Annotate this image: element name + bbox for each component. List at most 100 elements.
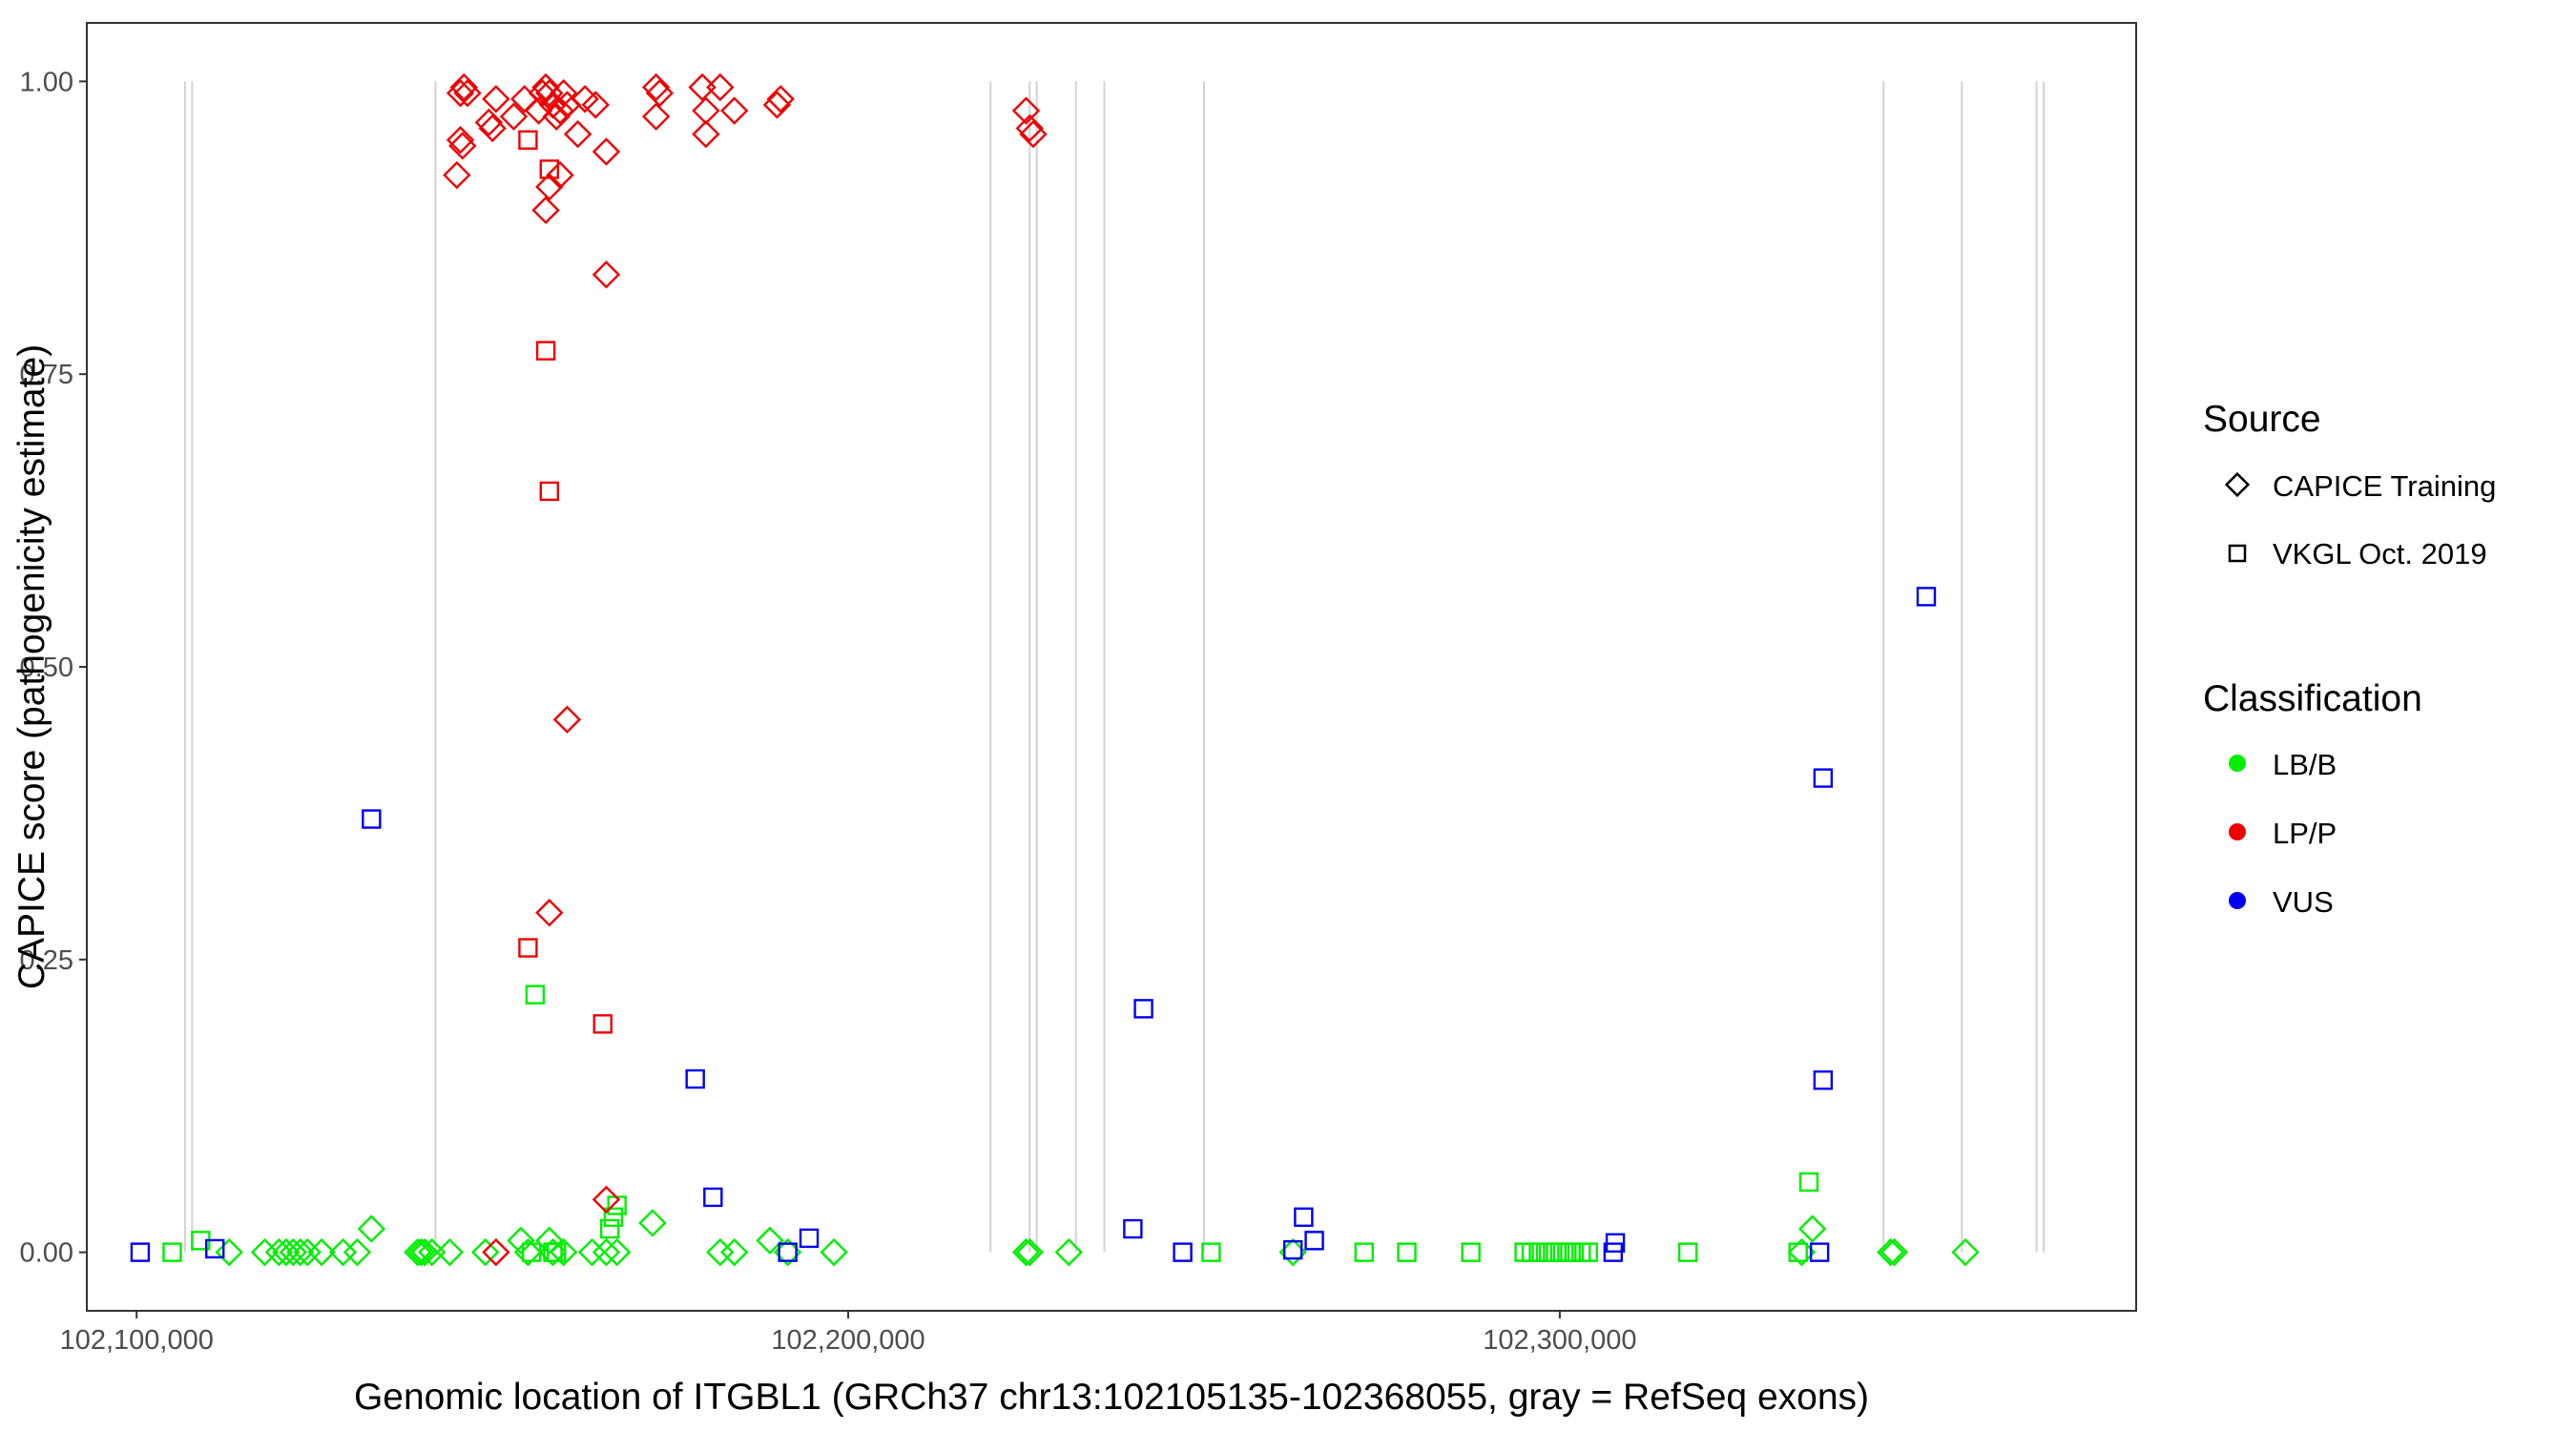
data-point-diamond xyxy=(766,85,795,114)
data-point-diamond xyxy=(550,78,578,108)
data-point-diamond xyxy=(577,1237,607,1267)
data-point-square xyxy=(1133,999,1153,1019)
legend-source-vkgl-label: VKGL Oct. 2019 xyxy=(2273,537,2487,570)
data-point-square xyxy=(778,1242,798,1262)
data-point-square xyxy=(1916,587,1937,607)
data-point-diamond xyxy=(446,126,475,155)
data-point-diamond xyxy=(706,73,735,102)
data-point-diamond xyxy=(592,1185,621,1214)
data-point-diamond xyxy=(756,1226,784,1255)
data-point-square xyxy=(1354,1242,1374,1262)
data-point-diamond xyxy=(692,96,720,125)
data-point-diamond xyxy=(820,1237,848,1267)
data-point-diamond xyxy=(250,1237,280,1267)
data-point-square xyxy=(362,809,382,829)
data-point-diamond xyxy=(552,705,582,734)
data-point-diamond xyxy=(286,1237,315,1267)
data-point-diamond xyxy=(1054,1237,1083,1267)
data-point-square xyxy=(539,159,559,179)
data-point-square xyxy=(592,1014,613,1034)
y-tick-label: 0.75 xyxy=(20,360,73,390)
data-point-square xyxy=(1282,1239,1303,1260)
data-point-diamond xyxy=(272,1237,301,1267)
legend-source-square-key xyxy=(2228,544,2247,563)
data-point-square xyxy=(547,1242,567,1262)
y-tick-label: 0.50 xyxy=(20,653,73,683)
data-point-diamond xyxy=(706,1237,735,1267)
data-point-diamond xyxy=(478,114,507,143)
x-tick-label: 102,200,000 xyxy=(771,1325,924,1356)
data-point-diamond xyxy=(546,160,574,190)
data-point-square xyxy=(599,1218,620,1239)
data-point-diamond xyxy=(482,1237,510,1267)
data-point-diamond xyxy=(1797,1214,1827,1243)
data-point-square xyxy=(603,1207,624,1228)
y-tick-label: 1.00 xyxy=(20,67,73,97)
data-point-diamond xyxy=(641,73,671,102)
data-point-square xyxy=(1294,1207,1314,1228)
axes: 0.00 0.25 0.50 0.75 1.00 102,100,000 102,200,0… xyxy=(20,67,1637,1356)
y-axis-title: CAPICE score (pathogenicity estimate) xyxy=(11,344,52,989)
data-point-diamond xyxy=(524,96,553,125)
y-tick-label: 0.00 xyxy=(20,1238,73,1269)
data-point-square xyxy=(1813,768,1834,788)
legend-class-lpp-key xyxy=(2229,823,2246,840)
data-point-square xyxy=(539,481,559,502)
data-point-diamond xyxy=(404,1237,432,1267)
data-point-diamond xyxy=(1019,119,1048,149)
data-point-diamond xyxy=(448,132,477,160)
data-point-diamond xyxy=(638,1209,667,1237)
exon-lines xyxy=(183,81,2046,1253)
data-point-square xyxy=(1798,1172,1819,1192)
data-point-square xyxy=(1813,1070,1834,1090)
x-tick-label: 102,100,000 xyxy=(60,1325,214,1356)
data-point-square xyxy=(1173,1242,1193,1262)
data-point-square xyxy=(521,1242,542,1262)
data-point-diamond xyxy=(449,73,478,102)
data-point-diamond xyxy=(688,73,717,102)
data-point-square xyxy=(1461,1242,1481,1262)
data-point-diamond xyxy=(470,1237,500,1267)
y-tick-label: 0.25 xyxy=(20,945,73,976)
data-point-square xyxy=(525,985,546,1005)
data-point-diamond xyxy=(592,260,621,289)
data-point-square xyxy=(162,1242,182,1262)
data-point-diamond xyxy=(645,78,675,108)
data-point-square xyxy=(518,938,538,958)
data-point-diamond xyxy=(592,1237,621,1267)
data-point-square xyxy=(535,341,556,361)
data-point-diamond xyxy=(264,1237,294,1267)
data-point-square xyxy=(130,1242,151,1262)
data-point-diamond xyxy=(443,160,471,190)
x-tick-label: 102,300,000 xyxy=(1483,1325,1636,1356)
data-point-diamond xyxy=(1011,96,1041,125)
data-point-diamond xyxy=(592,137,621,166)
legend-class-lpp-label: LP/P xyxy=(2273,817,2337,850)
data-point-diamond xyxy=(1880,1237,1909,1267)
data-point-diamond xyxy=(357,1214,386,1243)
data-points xyxy=(130,73,1980,1267)
data-point-diamond xyxy=(328,1237,358,1267)
data-point-square xyxy=(518,130,538,150)
legend-class-lbb-label: LB/B xyxy=(2273,748,2337,781)
data-point-diamond xyxy=(418,1237,447,1267)
legend-source-diamond-key xyxy=(2224,471,2251,498)
data-point-diamond xyxy=(1951,1237,1980,1267)
data-point-diamond xyxy=(550,1237,578,1267)
data-point-diamond xyxy=(531,196,560,225)
x-axis-title: Genomic location of ITGBL1 (GRCh37 chr13… xyxy=(354,1377,1869,1418)
data-point-diamond xyxy=(602,1237,632,1267)
data-point-square xyxy=(205,1238,225,1259)
data-point-diamond xyxy=(581,91,610,119)
data-point-diamond xyxy=(720,96,749,125)
data-point-square xyxy=(1578,1242,1598,1262)
data-point-diamond xyxy=(546,96,574,125)
data-point-square xyxy=(1123,1218,1143,1239)
legend-class-vus-label: VUS xyxy=(2273,885,2334,919)
data-point-square xyxy=(1201,1242,1221,1262)
data-point-diamond xyxy=(482,85,510,114)
data-point-square xyxy=(799,1228,820,1249)
data-point-square xyxy=(1809,1242,1830,1262)
data-point-square xyxy=(1788,1242,1808,1262)
